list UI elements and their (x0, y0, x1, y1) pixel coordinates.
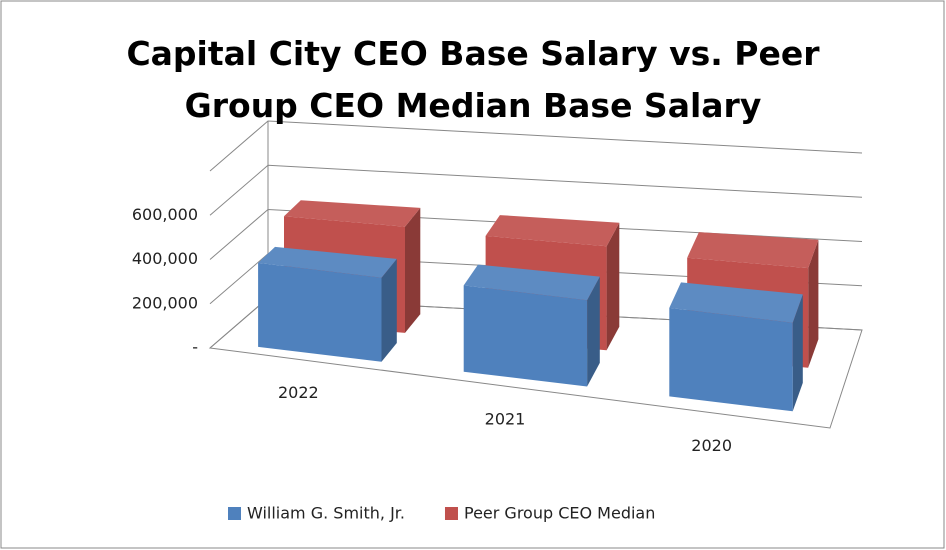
y-tick-label: 400,000 (132, 249, 198, 268)
bar-top (669, 282, 803, 323)
wall-top (209, 120, 863, 172)
x-tick-label: 2020 (691, 436, 732, 455)
y-tick-label: 600,000 (132, 205, 198, 224)
bar (258, 262, 382, 362)
bar (669, 307, 793, 412)
bar-side (587, 276, 600, 387)
bar-top (485, 215, 620, 247)
bar-side (808, 239, 819, 368)
bar-side (792, 294, 803, 412)
chart-title: Capital City CEO Base Salary vs. Peer Gr… (126, 34, 820, 125)
grid-line (209, 164, 863, 216)
bar-top (687, 232, 819, 269)
bar-top (284, 200, 421, 227)
bar-side (381, 258, 397, 362)
bar-side (405, 207, 421, 333)
grid-line (209, 208, 863, 260)
x-tick-label: 2022 (278, 383, 319, 402)
legend-label: William G. Smith, Jr. (247, 504, 405, 523)
legend-swatch (228, 507, 241, 520)
legend-label: Peer Group CEO Median (464, 504, 655, 523)
bar-top (463, 264, 600, 301)
x-tick-label: 2021 (485, 410, 526, 429)
y-tick-label: 200,000 (132, 293, 198, 312)
bar (463, 285, 588, 387)
legend-swatch (444, 507, 458, 520)
bar-top (258, 246, 397, 278)
y-tick-label: - (192, 338, 198, 357)
bar-side (606, 222, 620, 351)
